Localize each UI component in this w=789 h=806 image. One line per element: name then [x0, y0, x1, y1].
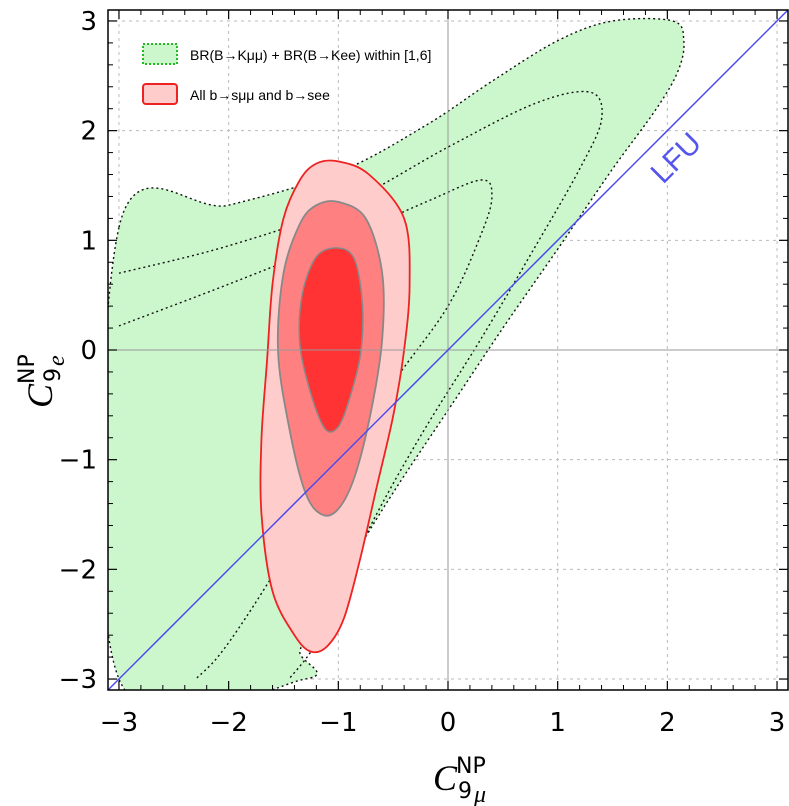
svg-text:μ: μ — [473, 782, 486, 806]
x-tick-label: −1 — [319, 708, 357, 738]
red-region-layer — [259, 159, 411, 654]
y-tick-label: −1 — [59, 446, 97, 476]
y-axis-label: C NP 9 e — [15, 354, 70, 408]
svg-text:NP: NP — [15, 354, 40, 384]
svg-text:9: 9 — [41, 368, 66, 382]
legend-swatch-green — [142, 43, 178, 65]
x-axis-label: C NP 9 μ — [433, 754, 486, 806]
y-tick-label: 1 — [80, 226, 97, 256]
svg-text:NP: NP — [456, 754, 486, 779]
svg-text:C: C — [433, 758, 458, 798]
svg-text:e: e — [44, 355, 70, 366]
x-tick-label: −3 — [100, 708, 138, 738]
x-tick-label: −2 — [209, 708, 247, 738]
y-tick-label: −3 — [59, 665, 97, 695]
legend-swatch-red — [142, 83, 178, 105]
y-tick-label: −2 — [59, 555, 97, 585]
y-tick-label: 0 — [80, 336, 97, 366]
lfu-line-layer — [108, 10, 788, 690]
tick-labels: −3 −2 −1 0 1 2 3 −3 −2 −1 0 1 2 3 — [59, 7, 786, 738]
red-region-1sigma — [298, 247, 364, 433]
plot-frame — [107, 9, 789, 691]
svg-text:C: C — [20, 383, 60, 408]
y-tick-label: 3 — [80, 7, 97, 37]
legend-label-red: All b→sμμ and b→see — [190, 87, 330, 103]
lfu-line — [108, 10, 788, 690]
legend: BR(B→Kμμ) + BR(B→Kee) within [1,6] All b… — [142, 43, 431, 105]
x-tick-label: 3 — [769, 708, 786, 738]
svg-text:9: 9 — [458, 779, 472, 804]
x-tick-label: 1 — [549, 708, 566, 738]
x-tick-label: 2 — [659, 708, 676, 738]
y-tick-label: 2 — [80, 117, 97, 147]
legend-label-green: BR(B→Kμμ) + BR(B→Kee) within [1,6] — [190, 47, 431, 63]
x-tick-label: 0 — [440, 708, 457, 738]
ticks — [108, 10, 788, 690]
